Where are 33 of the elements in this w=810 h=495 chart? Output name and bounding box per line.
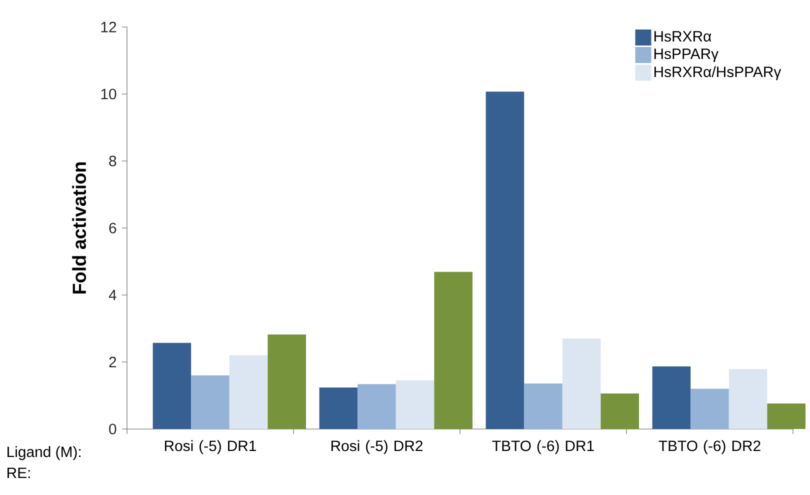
bar [358, 384, 396, 429]
bar [434, 272, 472, 429]
bar [728, 369, 768, 429]
bar [524, 383, 562, 429]
bar [562, 338, 601, 429]
bar [600, 393, 639, 429]
bar [319, 387, 358, 429]
legend-label: HsRXRα/HsPPARγ [654, 66, 782, 80]
y-axis-title: Fold activation [72, 162, 86, 294]
legend-label: HsPPARγ [654, 48, 719, 62]
y-tick-label: 6 [109, 222, 116, 234]
text: Ligand (M): [8, 446, 80, 460]
y-tick-label: 12 [101, 22, 116, 32]
y-tick-label: 4 [108, 290, 116, 300]
bar [396, 380, 434, 429]
bar [486, 92, 524, 429]
text: RE: [8, 468, 30, 478]
y-tick-label: 0 [109, 424, 116, 434]
x-tick-label: TBTO (-6) DR2 [658, 440, 760, 454]
y-tick-label: 2 [109, 356, 116, 368]
bar [191, 375, 230, 429]
bar [652, 366, 691, 429]
y-tick-label: 8 [109, 156, 116, 166]
y-tick-label: 10 [101, 88, 116, 100]
legend-label: HsRXRα [654, 31, 712, 42]
bar [229, 355, 268, 429]
bar [690, 388, 729, 429]
x-tick-label: Rosi (-5) DR1 [164, 440, 256, 454]
bar [767, 404, 806, 429]
bar [268, 334, 306, 429]
x-tick-label: Rosi (-5) DR2 [331, 440, 422, 454]
bar [152, 342, 192, 429]
x-tick-label: TBTO (-6) DR1 [492, 440, 594, 454]
